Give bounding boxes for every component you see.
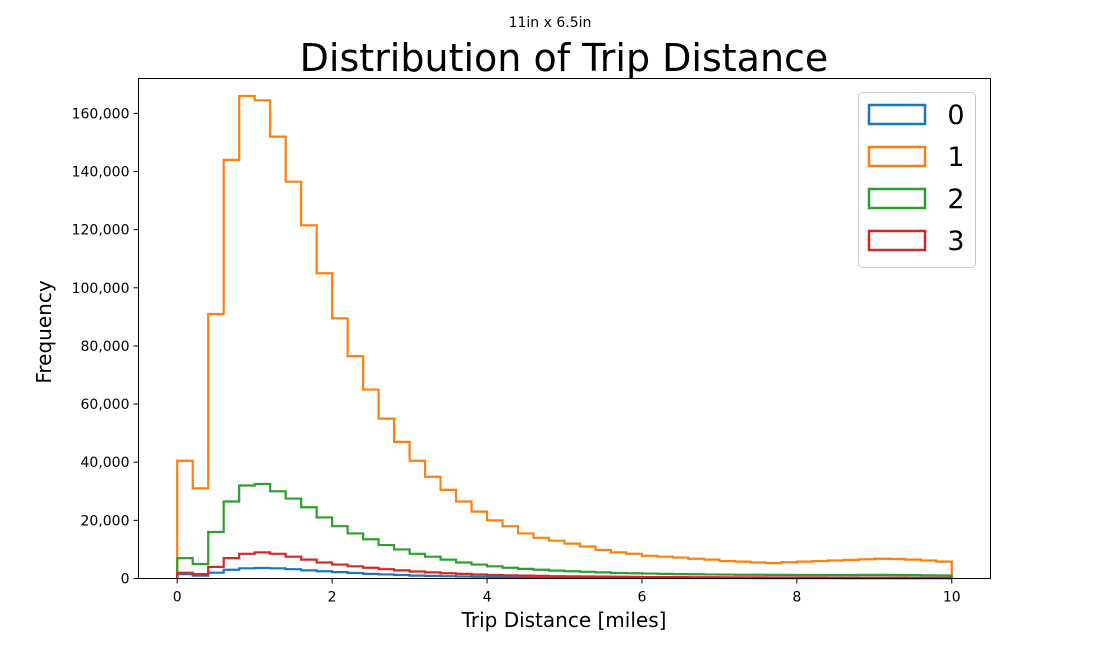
y-tick-label: 120,000 — [72, 223, 130, 239]
legend: 0 1 2 3 — [859, 93, 976, 268]
y-axis-label: Frequency — [32, 280, 56, 383]
legend-label-3: 3 — [947, 226, 964, 257]
x-tick-label: 10 — [943, 590, 961, 606]
y-tick-label: 60,000 — [81, 397, 130, 413]
figure-size-label: 11in x 6.5in — [509, 15, 592, 31]
y-tick-label: 100,000 — [72, 281, 130, 297]
x-axis-label: Trip Distance [miles] — [461, 608, 667, 632]
x-tick-label: 2 — [328, 590, 337, 606]
y-axis: 0 20,000 40,000 60,000 80,000 100,000 120,000 1… — [72, 106, 139, 587]
x-tick-label: 0 — [173, 590, 182, 606]
x-tick-label: 4 — [483, 590, 492, 606]
y-tick-label: 40,000 — [81, 455, 130, 471]
legend-label-0: 0 — [947, 100, 964, 131]
x-tick-label: 6 — [637, 590, 646, 606]
y-tick-label: 140,000 — [72, 165, 130, 181]
legend-label-1: 1 — [947, 142, 964, 173]
y-tick-label: 80,000 — [81, 339, 130, 355]
y-tick-label: 160,000 — [72, 106, 130, 122]
legend-label-2: 2 — [947, 184, 964, 215]
chart-title: Distribution of Trip Distance — [300, 36, 829, 80]
y-tick-label: 20,000 — [81, 513, 130, 529]
x-tick-label: 8 — [792, 590, 801, 606]
y-tick-label: 0 — [121, 572, 130, 588]
